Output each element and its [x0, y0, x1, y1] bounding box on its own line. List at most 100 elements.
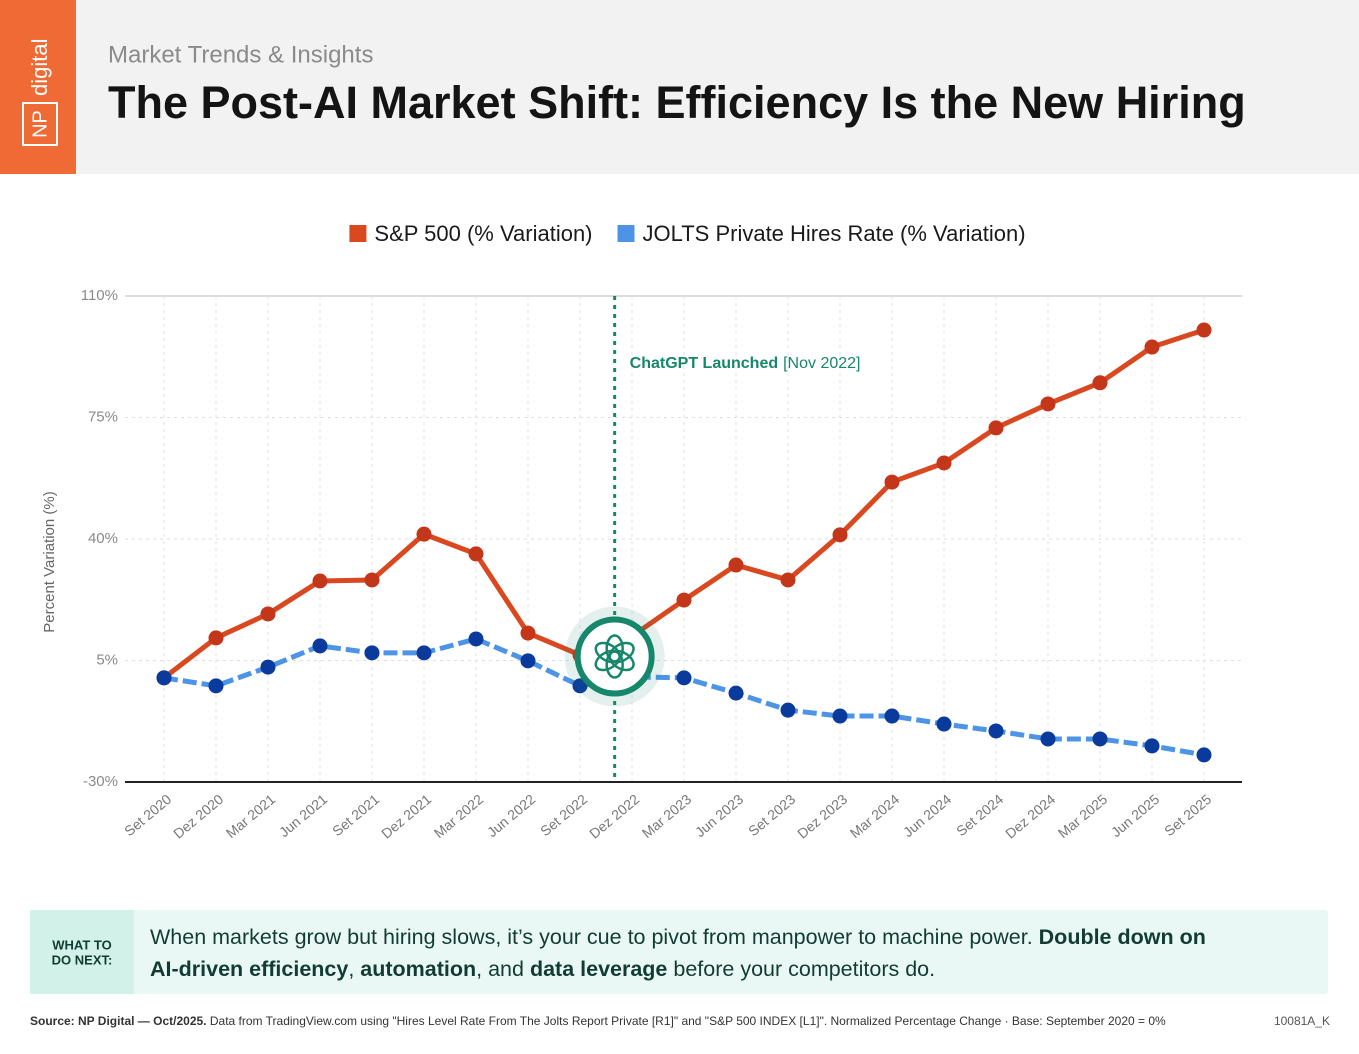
- data-point: [312, 638, 328, 654]
- callout-box: [30, 910, 1328, 994]
- x-tick-label: Jun 2025: [1108, 791, 1163, 840]
- data-point: [936, 455, 952, 471]
- legend-label: S&P 500 (% Variation): [374, 221, 592, 246]
- data-point: [1040, 396, 1056, 412]
- x-tick-label: Dez 2021: [378, 791, 434, 842]
- x-tick-label: Set 2021: [329, 791, 382, 839]
- header-band: [0, 0, 1359, 174]
- callout-bold: automation: [360, 957, 476, 981]
- x-tick-label: Set 2020: [121, 791, 174, 839]
- data-point: [312, 573, 328, 589]
- annotation: ChatGPT Launched [Nov 2022]: [630, 355, 861, 372]
- chatgpt-icon: [564, 606, 665, 707]
- data-point: [1144, 339, 1160, 355]
- legend-swatch: [617, 225, 635, 242]
- y-tick-label: 75%: [88, 408, 118, 425]
- callout-text: When markets grow but hiring slows, it’s…: [150, 925, 1206, 981]
- data-point: [364, 572, 380, 588]
- x-tick-label: Jun 2022: [484, 791, 539, 840]
- subtitle: Market Trends & Insights: [108, 41, 373, 68]
- source: Source: NP Digital — Oct/2025. Data from…: [30, 1014, 1166, 1028]
- data-point: [1092, 375, 1108, 391]
- callout-bold: Double down on: [1039, 925, 1206, 949]
- callout-bold: AI-driven efficiency: [150, 957, 348, 981]
- icon-petal: [594, 641, 621, 664]
- data-point: [1144, 738, 1160, 754]
- data-point: [260, 606, 276, 622]
- data-point: [468, 546, 484, 562]
- data-point: [780, 702, 796, 718]
- x-tick-label: Mar 2022: [431, 791, 487, 841]
- legend-label: JOLTS Private Hires Rate (% Variation): [643, 221, 1026, 246]
- y-tick-label: 5%: [96, 651, 118, 668]
- data-point: [936, 716, 952, 732]
- code: 10081A_K: [1274, 1014, 1330, 1028]
- legend: S&P 500 (% Variation) JOLTS Private Hires…: [349, 221, 1026, 246]
- icon-circle: [574, 616, 655, 697]
- y-tick-label: 110%: [81, 287, 118, 304]
- callout-label: WHAT TO: [52, 937, 111, 952]
- logo-np: NP: [29, 110, 51, 138]
- x-tick-label: Dez 2023: [794, 791, 850, 842]
- logo-box: [22, 102, 58, 146]
- callout-run: ,: [348, 957, 360, 981]
- data-point: [1196, 747, 1212, 763]
- callout-run: before your competitors do.: [667, 957, 935, 981]
- data-point: [728, 557, 744, 573]
- x-tick-label: Dez 2024: [1002, 791, 1058, 842]
- x-tick-label: Set 2025: [1161, 791, 1214, 839]
- x-tick-label: Mar 2025: [1055, 791, 1111, 841]
- data-point: [520, 653, 536, 669]
- data-point: [884, 474, 900, 490]
- data-point: [728, 685, 744, 701]
- x-tick-label: Mar 2021: [223, 791, 279, 841]
- data-point: [1040, 731, 1056, 747]
- data-point: [832, 708, 848, 724]
- source-bold: Source: NP Digital — Oct/2025.: [30, 1014, 207, 1028]
- plot: -30% 5% 40% 75% 110% Percent Variation (%) Set…: [41, 221, 1242, 842]
- callout-label: DO NEXT:: [52, 952, 113, 967]
- data-point: [364, 645, 380, 661]
- data-point: [156, 670, 172, 686]
- x-tick-label: Mar 2024: [847, 791, 903, 841]
- data-point: [260, 659, 276, 675]
- callout-bold: data leverage: [530, 957, 667, 981]
- legend-swatch: [349, 225, 367, 242]
- source-text: Data from TradingView.com using "Hires L…: [207, 1014, 1167, 1028]
- x-tick-label: Dez 2020: [170, 791, 226, 842]
- x-tick-label: Jun 2023: [692, 791, 747, 840]
- y-tick-label: 40%: [88, 530, 118, 547]
- x-tick-label: Mar 2023: [639, 791, 695, 841]
- callout-run: When markets grow but hiring slows, it’s…: [150, 925, 1039, 949]
- callout-line: When markets grow but hiring slows, it’s…: [150, 925, 1206, 949]
- x-tick-label: Jun 2024: [900, 791, 955, 840]
- data-point: [988, 420, 1004, 436]
- annotation-label: ChatGPT Launched: [630, 355, 778, 372]
- data-point: [1092, 731, 1108, 747]
- x-tick-label: Set 2022: [537, 791, 590, 839]
- logo-word: digital: [27, 39, 52, 96]
- data-point: [572, 678, 588, 694]
- data-point: [676, 670, 692, 686]
- callout-line: AI-driven efficiency, automation, and da…: [150, 957, 935, 981]
- data-point: [780, 572, 796, 588]
- x-tick-label: Set 2023: [745, 791, 798, 839]
- data-point: [208, 678, 224, 694]
- data-point: [988, 723, 1004, 739]
- data-point: [208, 630, 224, 646]
- data-point: [468, 631, 484, 647]
- data-point: [884, 708, 900, 724]
- annotation-detail: [Nov 2022]: [783, 355, 860, 372]
- data-point: [676, 592, 692, 608]
- logo: NP digital: [22, 39, 58, 146]
- callout-run: , and: [476, 957, 530, 981]
- x-tick-label: Jun 2021: [276, 791, 331, 840]
- data-point: [520, 625, 536, 641]
- data-point: [416, 526, 432, 542]
- data-point: [1196, 322, 1212, 338]
- x-tick-label: Dez 2022: [586, 791, 642, 842]
- title: The Post-AI Market Shift: Efficiency Is …: [108, 77, 1246, 128]
- callout-label-box: [30, 910, 134, 994]
- x-tick-label: Set 2024: [953, 791, 1006, 839]
